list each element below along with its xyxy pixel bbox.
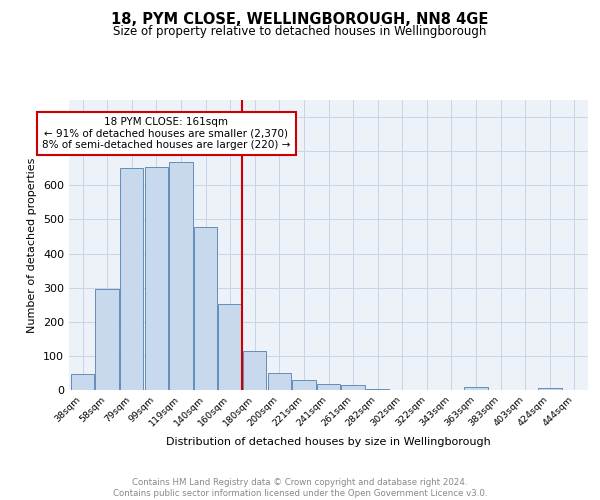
Bar: [120, 168, 143, 390]
Bar: [538, 388, 562, 390]
Text: Size of property relative to detached houses in Wellingborough: Size of property relative to detached ho…: [113, 25, 487, 38]
Bar: [317, 384, 340, 390]
Bar: [243, 352, 266, 390]
Text: Contains HM Land Registry data © Crown copyright and database right 2024.
Contai: Contains HM Land Registry data © Crown c…: [113, 478, 487, 498]
Bar: [292, 380, 316, 390]
Bar: [464, 388, 488, 390]
Bar: [169, 162, 193, 390]
Text: 18, PYM CLOSE, WELLINGBOROUGH, NN8 4GE: 18, PYM CLOSE, WELLINGBOROUGH, NN8 4GE: [112, 12, 488, 28]
Bar: [268, 373, 291, 390]
Bar: [341, 384, 365, 390]
Bar: [71, 374, 94, 390]
Y-axis label: Number of detached properties: Number of detached properties: [28, 158, 37, 332]
Bar: [194, 227, 217, 390]
X-axis label: Distribution of detached houses by size in Wellingborough: Distribution of detached houses by size …: [166, 437, 491, 447]
Bar: [95, 290, 119, 390]
Bar: [366, 389, 389, 390]
Bar: [145, 166, 168, 390]
Text: 18 PYM CLOSE: 161sqm
← 91% of detached houses are smaller (2,370)
8% of semi-det: 18 PYM CLOSE: 161sqm ← 91% of detached h…: [42, 117, 290, 150]
Bar: [218, 304, 242, 390]
